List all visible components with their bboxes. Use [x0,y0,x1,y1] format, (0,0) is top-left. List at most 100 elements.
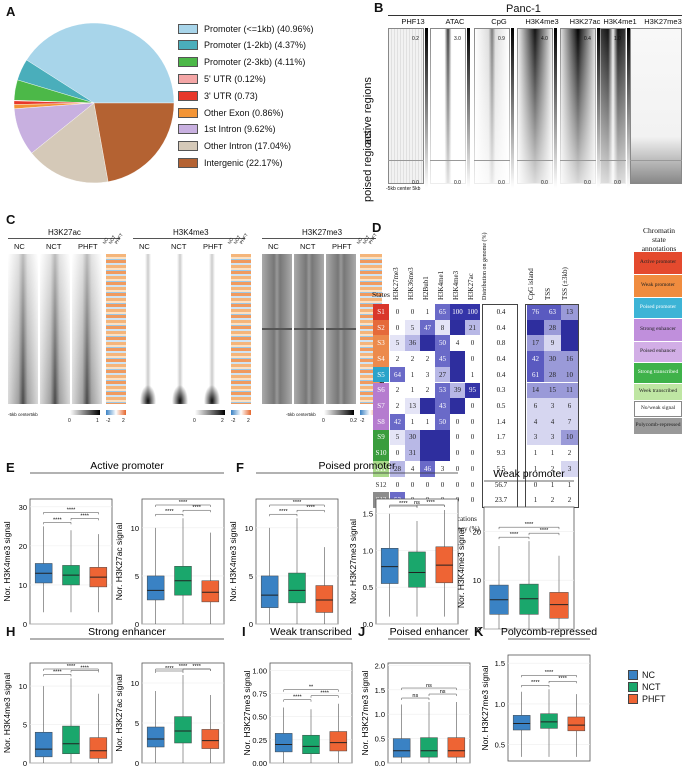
panel-d-overlap-cell: 10 [561,429,578,446]
panel-d-overlap-cell: 3 [544,398,561,414]
boxplot-sig-label: **** [558,676,567,682]
boxplot-box-nct [408,551,426,588]
pie-slice-0 [26,22,175,104]
panel-b-colorbar [511,28,514,188]
boxplot-sig-label: **** [279,509,288,515]
pie-legend-swatch [178,73,198,84]
pie-slice-8 [93,102,175,182]
panel-d-freq-cell: 0 [435,476,450,493]
boxplot-sig-label: **** [179,500,188,506]
panel-d-annotation: Strong transcribed [634,363,682,383]
panel-c-zscale-bar [360,410,380,415]
panel-b-scale-max: 1.0 [614,36,621,42]
panel-d-freq-cell: 21 [465,319,480,336]
panel-b-heatmap-fade [560,28,596,184]
pie-slice-7 [31,102,109,184]
boxplot-box-nct [540,713,558,729]
panel-b-scale-min: 0.0 [614,180,621,186]
panel-c-divider [262,328,292,330]
panel-d-freq-cell: 0 [405,476,420,493]
panel-c-col-label: PHFT [203,242,223,251]
pie-legend-item: Intergenic (22.17%) [178,156,283,169]
panel-d-freq-cell: 0 [390,445,405,461]
boxplot-sig-bracket [182,509,211,513]
boxplot-title: Poised promoter [318,460,396,472]
boxplot-sig-bracket [498,526,560,530]
boxplot-legend-item: NCT [628,682,661,692]
panel-d-dist-cell: 0.3 [496,386,506,395]
panel-d-mark-header: H2Bub1 [422,276,430,300]
boxplot-sig-label: ** [309,685,314,691]
panel-d-overlap-cell [561,319,578,336]
panel-d-freq-cell: 1 [465,366,480,383]
boxplot-sig-bracket [521,684,550,688]
panel-b-colorbar [627,28,630,188]
panel-d-state: S8 [373,413,389,430]
panel-d-mark-header: H3K36me3 [407,267,415,300]
panel-d-state: S5 [373,366,389,383]
panel-b-colorbar [467,28,470,188]
boxplot-legend-swatch [628,694,638,704]
panel-d-freq-cell: 1 [405,413,420,430]
panel-d-freq-cell [450,398,465,414]
panel-d-dist-cell: 0.4 [496,323,506,332]
boxplot-box-nc [260,575,279,608]
panel-d-freq-cell: 0 [465,492,480,509]
panel-d-overlap-cell: 4 [527,413,544,430]
boxplot-ytick: 0.0 [363,620,373,629]
panel-d-overlap-cell: 2 [561,492,578,509]
panel-c-col-label: NCT [171,242,187,251]
panel-d-freq-cell: 13 [405,398,420,414]
pie-legend-item: 5' UTR (0.12%) [178,72,266,85]
panel-d-overlap-cell: 16 [561,351,578,367]
panel-d-freq-cell [450,366,465,383]
panel-c-group-title: H3K27ac [48,228,81,237]
panel-d-freq-cell: 2 [405,351,420,367]
panel-d-state: S2 [373,319,389,336]
boxplot-ytick: 0.50 [252,713,267,722]
panel-d-overlap-cell: 17 [527,335,544,352]
boxplot-ytick: 30 [19,503,27,512]
panel-d-freq-cell: 45 [435,351,450,367]
panel-d-dist-cell: 0.4 [496,370,506,379]
boxplot-ytick: 0.5 [375,735,385,744]
boxplot-ytick: 5 [249,572,253,581]
panel-d-overlap-cell: 3 [527,429,544,446]
panel-d-overlap-cell: 30 [544,351,561,367]
boxplot-sig-bracket [283,699,312,702]
boxplot-ylabel: Nor. H3K27me3 signal [480,665,490,750]
boxplot-sig-bracket [43,522,72,525]
panel-c-scale-hi: 2 [221,418,224,424]
panel-d-freq-cell: 1 [405,382,420,399]
pie-legend-swatch [178,124,198,135]
panel-b-scale-min: 0.0 [541,180,548,186]
boxplot-ylabel: Nor. H3K27me3 signal [348,519,358,604]
boxplot-ytick: 0 [135,759,139,768]
panel-d-freq-cell: 0 [405,304,420,320]
panel-d-freq-cell: 30 [405,429,420,446]
panel-c-scale-hi: 1 [96,418,99,424]
panel-d-dist-cell: 0.4 [496,354,506,363]
panel-b-track-title: H3K4me3 [525,17,559,26]
boxplot-sig-label: **** [426,500,435,506]
boxplot-box-phft [315,585,334,613]
boxplot-ytick: 1.0 [375,710,385,719]
panel-c-divider [326,328,356,330]
panel-d-freq-cell: 0 [390,304,405,320]
panel-d-overlap-cell: 6 [527,398,544,414]
panel-d-overlap-cell: 7 [561,413,578,430]
boxplot-sig-bracket [310,695,339,698]
boxplot-legend-label: PHFT [642,694,666,704]
panel-b-heatmap-fade [430,28,466,184]
boxplot-box-nc [34,731,53,758]
panel-label-k: K [474,624,484,639]
panel-d-overlap-cell: 4 [544,413,561,430]
boxplot-legend-swatch [628,682,638,692]
boxplot-sig-bracket [428,693,457,697]
boxplot-ytick: 1.5 [363,510,373,519]
boxplot-sig-bracket [43,674,72,677]
panel-label-a: A [6,4,16,19]
panel-c-zscale-lo: -2 [360,418,365,424]
panel-d-state: S10 [373,445,389,461]
boxplot-sig-bracket [43,512,99,515]
